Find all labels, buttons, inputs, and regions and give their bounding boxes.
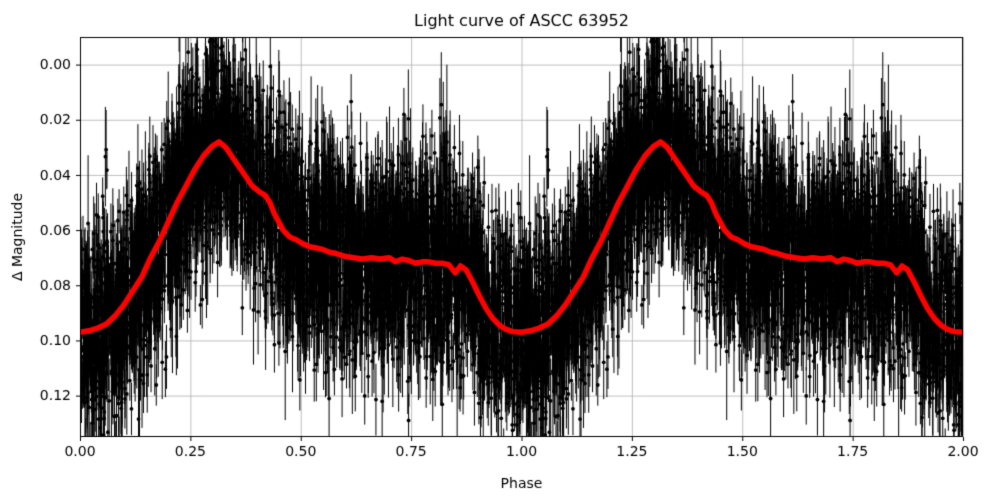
light-curve-figure: [0, 0, 1000, 500]
light-curve-canvas: [0, 0, 1000, 500]
